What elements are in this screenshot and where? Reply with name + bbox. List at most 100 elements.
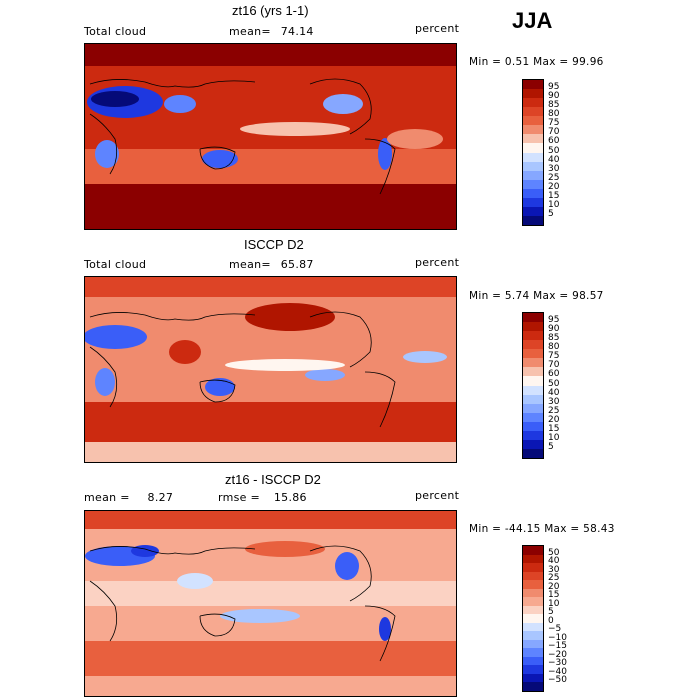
panel-3-colorbar-ticks: 50 40 30 25 20 15 10 5 0 −5 −10 −15 −20 −30 −40 −50 bbox=[548, 545, 578, 692]
colorbar-swatch bbox=[523, 656, 543, 666]
panel-2-mean-value: 65.87 bbox=[280, 258, 314, 271]
colorbar-tick-label: 80 bbox=[548, 342, 560, 353]
north-america-clear-region bbox=[323, 94, 363, 114]
south-pacific-clear-region bbox=[305, 369, 345, 381]
panel-2-colorbar-ticks: 95 90 85 80 75 70 60 50 40 30 25 20 15 10 5 bbox=[548, 312, 578, 459]
colorbar-tick-label: 30 bbox=[548, 564, 560, 575]
colorbar-tick-label: 15 bbox=[548, 423, 560, 434]
colorbar-tick-label: 60 bbox=[548, 369, 560, 380]
southern-ocean-cloud-band bbox=[85, 184, 456, 229]
panel-1-colorbar bbox=[522, 79, 544, 226]
north-america-coastline bbox=[309, 311, 372, 368]
north-pacific-cloud-region bbox=[245, 303, 335, 331]
colorbar-swatch bbox=[523, 116, 543, 126]
panel-1-variable-label: Total cloud bbox=[84, 25, 147, 38]
andes-clear-region bbox=[378, 138, 392, 170]
colorbar-swatch bbox=[523, 563, 543, 572]
panel-3-colorbar bbox=[522, 545, 544, 692]
tropics-difference-band bbox=[85, 581, 456, 606]
coastlines bbox=[89, 545, 396, 662]
colorbar-tick-label: 5 bbox=[548, 607, 554, 618]
colorbar-swatch bbox=[523, 605, 543, 615]
north-pacific-positive-region bbox=[245, 541, 325, 557]
colorbar-swatch bbox=[523, 98, 543, 108]
indian-ocean-negative-region bbox=[177, 573, 213, 589]
colorbar-tick-label: 75 bbox=[548, 351, 560, 362]
australia-coastline bbox=[199, 146, 236, 170]
colorbar-tick-label: −15 bbox=[548, 641, 567, 652]
north-america-coastline bbox=[309, 78, 372, 135]
australia-clear-region bbox=[205, 378, 235, 396]
panel-3-rmse-value: 15.86 bbox=[273, 491, 307, 504]
north-america-coastline bbox=[309, 545, 372, 602]
colorbar-swatch bbox=[523, 331, 543, 341]
colorbar-swatch bbox=[523, 89, 543, 99]
colorbar-tick-label: 25 bbox=[548, 573, 560, 584]
sahara-clear-core bbox=[91, 91, 139, 107]
colorbar-tick-label: 75 bbox=[548, 118, 560, 129]
coastlines bbox=[89, 78, 396, 195]
colorbar-tick-label: 30 bbox=[548, 396, 560, 407]
colorbar-swatch bbox=[523, 197, 543, 207]
australia-coastline bbox=[199, 613, 236, 637]
colorbar-swatch bbox=[523, 206, 543, 216]
eurasia-coastline bbox=[89, 312, 256, 321]
colorbar-swatch bbox=[523, 125, 543, 135]
indian-monsoon-cloud-region bbox=[169, 340, 201, 364]
arctic-difference-band bbox=[85, 511, 456, 529]
colorbar-swatch bbox=[523, 313, 543, 323]
colorbar-tick-label: −10 bbox=[548, 632, 567, 643]
colorbar-tick-label: 40 bbox=[548, 154, 560, 165]
panel-3-title: zt16 - ISCCP D2 bbox=[225, 472, 321, 487]
colorbar-tick-label: 50 bbox=[548, 378, 560, 389]
north-america-negative-region bbox=[335, 552, 359, 580]
colorbar-tick-label: 60 bbox=[548, 136, 560, 147]
panel-1-colorbar-ticks: 95 90 85 80 75 70 60 50 40 30 25 20 15 10 5 bbox=[548, 79, 578, 226]
colorbar-swatch bbox=[523, 554, 543, 564]
colorbar-tick-label: 10 bbox=[548, 432, 560, 443]
eurasia-coastline bbox=[89, 546, 256, 555]
colorbar-swatch bbox=[523, 448, 543, 458]
antarctic-band bbox=[85, 442, 456, 462]
south-america-coastline bbox=[364, 605, 396, 662]
panel-2-variable-label: Total cloud bbox=[84, 258, 147, 271]
colorbar-tick-label: 50 bbox=[548, 145, 560, 156]
colorbar-tick-label: 95 bbox=[548, 82, 560, 93]
south-pacific-negative-region bbox=[220, 609, 300, 623]
colorbar-swatch bbox=[523, 631, 543, 640]
southern-ocean-cloud-band bbox=[85, 402, 456, 442]
colorbar-swatch bbox=[523, 614, 543, 623]
colorbar-swatch bbox=[523, 439, 543, 449]
colorbar-tick-label: 20 bbox=[548, 581, 560, 592]
panel-1-mean-text: mean= bbox=[229, 25, 271, 38]
colorbar-swatch bbox=[523, 430, 543, 440]
colorbar-swatch bbox=[523, 188, 543, 198]
panel-2-title: ISCCP D2 bbox=[244, 237, 304, 252]
panel-1-mean-label: mean= 74.14 bbox=[229, 25, 314, 38]
colorbar-tick-label: 80 bbox=[548, 109, 560, 120]
colorbar-tick-label: 30 bbox=[548, 163, 560, 174]
panel-2-colorbar bbox=[522, 312, 544, 459]
southern-africa-clear-region bbox=[95, 368, 115, 396]
colorbar-swatch bbox=[523, 340, 543, 350]
colorbar-tick-label: 85 bbox=[548, 100, 560, 111]
colorbar-tick-label: 70 bbox=[548, 127, 560, 138]
south-america-coastline bbox=[364, 138, 396, 195]
colorbar-swatch bbox=[523, 588, 543, 598]
panel-3-rmse-label: rmse = 15.86 bbox=[218, 491, 307, 504]
colorbar-tick-label: 90 bbox=[548, 324, 560, 335]
andes-negative-region bbox=[379, 617, 391, 641]
colorbar-tick-label: −30 bbox=[548, 658, 567, 669]
australia-clear-region bbox=[202, 150, 238, 168]
australia-coastline bbox=[199, 379, 236, 403]
colorbar-tick-label: 95 bbox=[548, 315, 560, 326]
colorbar-tick-label: 40 bbox=[548, 387, 560, 398]
colorbar-tick-label: 15 bbox=[548, 590, 560, 601]
southern-africa-clear-region bbox=[95, 140, 119, 168]
colorbar-tick-label: 10 bbox=[548, 598, 560, 609]
pacific-tropics-region bbox=[240, 122, 350, 136]
season-label: JJA bbox=[512, 8, 553, 33]
panel-2-mean-label: mean= 65.87 bbox=[229, 258, 314, 271]
panel-3-map-canvas bbox=[85, 511, 456, 696]
colorbar-swatch bbox=[523, 367, 543, 377]
